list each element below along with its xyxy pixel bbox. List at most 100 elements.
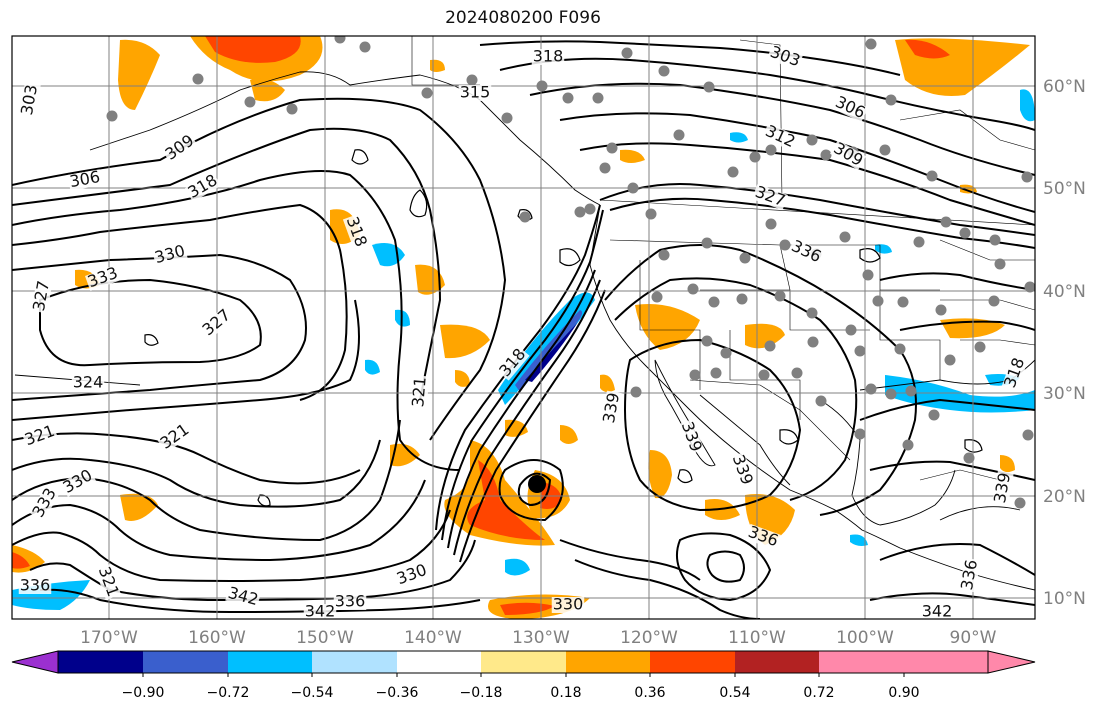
station-marker bbox=[689, 369, 701, 381]
contour-label-background bbox=[71, 375, 105, 391]
contour-label-background bbox=[162, 132, 198, 164]
station-marker bbox=[606, 142, 618, 154]
station-marker bbox=[749, 151, 761, 163]
station-marker bbox=[421, 87, 433, 99]
station-marker bbox=[806, 307, 818, 319]
longitude-label: 90°W bbox=[950, 628, 997, 648]
colorbar-tick-label: −0.72 bbox=[207, 685, 250, 701]
station-marker bbox=[562, 92, 574, 104]
station-marker bbox=[974, 341, 986, 353]
contour-label-background bbox=[751, 183, 789, 211]
colorbar-tick-label: −0.54 bbox=[291, 685, 334, 701]
storm-center-marker bbox=[528, 475, 546, 493]
contour-label-background bbox=[29, 484, 61, 522]
contour-label-background bbox=[601, 390, 623, 426]
colorbar-segment bbox=[819, 651, 988, 673]
contour-label-background bbox=[19, 82, 41, 118]
contour-label-background bbox=[992, 470, 1014, 506]
colorbar-tick-label: 0.54 bbox=[719, 685, 750, 701]
colorbar bbox=[11, 650, 1036, 674]
colorbar-tick-labels: −0.90 −0.72 −0.54 −0.36 −0.18 0.18 0.36 0.54 0.7… bbox=[122, 673, 920, 701]
contour-label-background bbox=[766, 43, 804, 71]
station-marker bbox=[727, 166, 739, 178]
colorbar-tick-label: −0.36 bbox=[376, 685, 419, 701]
station-marker bbox=[865, 38, 877, 50]
colorbar-segment bbox=[312, 651, 397, 673]
contour-label-background bbox=[94, 563, 122, 601]
contour-label-background bbox=[199, 306, 235, 340]
station-marker bbox=[701, 335, 713, 347]
station-marker bbox=[599, 162, 611, 174]
map-title: 2024080200 F096 bbox=[445, 8, 601, 28]
latitude-label: 50°N bbox=[1043, 179, 1086, 199]
station-marker bbox=[845, 324, 857, 336]
contour-label-background bbox=[21, 422, 59, 450]
station-marker bbox=[963, 452, 975, 464]
station-marker bbox=[244, 96, 256, 108]
latitude-label: 20°N bbox=[1043, 487, 1086, 507]
station-marker bbox=[940, 216, 952, 228]
station-marker bbox=[736, 293, 748, 305]
contour-label-background bbox=[829, 139, 867, 171]
station-marker bbox=[989, 234, 1001, 246]
station-marker bbox=[574, 206, 586, 218]
station-marker bbox=[701, 237, 713, 249]
colorbar-tick-label: 0.36 bbox=[634, 685, 665, 701]
contour-label-background bbox=[59, 466, 97, 498]
station-marker bbox=[466, 74, 478, 86]
contour-label-background bbox=[410, 375, 430, 409]
station-marker bbox=[739, 252, 751, 264]
station-marker bbox=[687, 283, 699, 295]
contour-label: 315 bbox=[460, 83, 491, 102]
contour-label-background bbox=[342, 213, 370, 251]
longitude-label: 160°W bbox=[188, 628, 246, 648]
station-marker bbox=[708, 296, 720, 308]
colorbar-tick-label: 0.72 bbox=[803, 685, 834, 701]
contour-label-group: 3033183153033063123093273363063093183303… bbox=[17, 42, 1028, 621]
contour-label-background bbox=[225, 585, 261, 609]
station-marker bbox=[791, 367, 803, 379]
station-marker bbox=[710, 367, 722, 379]
station-marker bbox=[673, 129, 685, 141]
map-frame bbox=[11, 35, 1036, 620]
station-marker bbox=[926, 170, 938, 182]
station-marker bbox=[820, 149, 832, 161]
station-marker bbox=[959, 227, 971, 239]
latitude-label: 30°N bbox=[1043, 384, 1086, 404]
contour-label: 342 bbox=[922, 602, 953, 621]
station-marker bbox=[854, 345, 866, 357]
contour-label: 324 bbox=[73, 373, 104, 392]
station-marker bbox=[865, 383, 877, 395]
station-marker bbox=[621, 47, 633, 59]
colorbar-segment bbox=[650, 651, 735, 673]
contour-label-background bbox=[458, 85, 492, 101]
station-marker bbox=[885, 94, 897, 106]
contour-label-background bbox=[333, 594, 367, 610]
station-marker bbox=[944, 354, 956, 366]
station-marker bbox=[501, 112, 513, 124]
longitude-label: 120°W bbox=[620, 628, 678, 648]
contour-label-background bbox=[787, 237, 825, 267]
map-content: 3033183153033063123093273363063093183303… bbox=[12, 36, 1035, 621]
colorbar-tick-label: −0.90 bbox=[122, 685, 165, 701]
colorbar-segment bbox=[397, 651, 481, 673]
station-marker bbox=[703, 81, 715, 93]
colorbar-segment bbox=[735, 651, 819, 673]
latitude-label: 40°N bbox=[1043, 282, 1086, 302]
station-marker bbox=[645, 208, 657, 220]
station-marker bbox=[519, 211, 531, 223]
station-marker bbox=[862, 269, 874, 281]
contour-label: 321 bbox=[408, 376, 430, 408]
station-marker bbox=[815, 395, 827, 407]
contour-label-background bbox=[744, 523, 782, 551]
station-marker bbox=[286, 103, 298, 115]
station-marker bbox=[774, 290, 786, 302]
contour-lines bbox=[12, 40, 1035, 619]
station-marker bbox=[758, 369, 770, 381]
station-marker bbox=[806, 134, 818, 146]
station-marker bbox=[1014, 497, 1026, 509]
station-marker bbox=[536, 80, 548, 92]
station-marker bbox=[872, 295, 884, 307]
contour-label-background bbox=[84, 264, 122, 292]
station-marker bbox=[988, 295, 1000, 307]
